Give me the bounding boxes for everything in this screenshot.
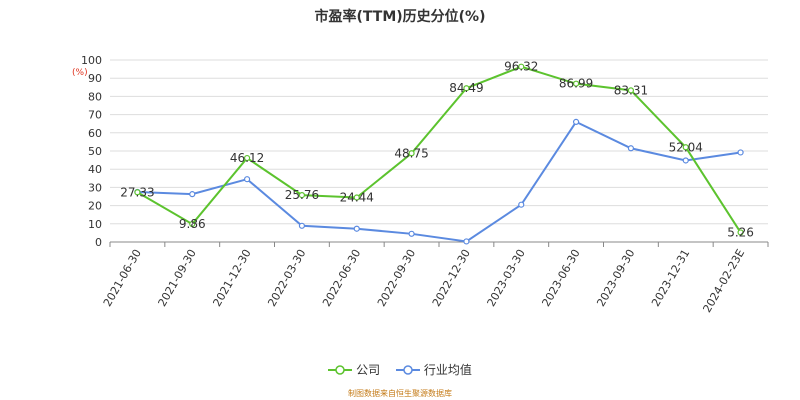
grid-lines (110, 59, 768, 243)
data-point (627, 145, 635, 152)
data-label: 25.76 (285, 188, 319, 202)
data-point (463, 85, 470, 92)
y-tick-label: 70 (88, 109, 102, 122)
y-tick-label: 10 (88, 218, 102, 231)
data-point (134, 189, 141, 196)
y-axis-unit: (%) (72, 68, 88, 78)
y-tick-label: 0 (95, 236, 102, 249)
x-tick-label: 2021-12-30 (210, 247, 253, 309)
data-label: 96.32 (504, 60, 538, 74)
data-point (243, 176, 251, 183)
data-point (682, 144, 689, 151)
x-tick-label: 2024-02-23E (700, 247, 747, 315)
x-tick-label: 2023-03-30 (485, 247, 528, 309)
legend-label-company: 公司 (356, 363, 381, 377)
x-tick-label: 2021-09-30 (156, 247, 199, 309)
x-tick-label: 2022-03-30 (265, 247, 308, 309)
data-label: 83.31 (614, 83, 648, 97)
x-axis: 2021-06-30 2021-09-30 2021-12-30 2022-03-30… (101, 242, 769, 315)
data-labels: 27.33 9.86 46.12 25.76 24.44 48.75 84.49 96.32 8… (120, 60, 754, 240)
x-tick-label: 2023-09-30 (594, 247, 637, 309)
legend-item-company[interactable]: 公司 (328, 361, 380, 378)
data-label: 52.04 (669, 140, 703, 154)
data-point (298, 222, 306, 229)
data-point (682, 157, 689, 164)
legend-item-industry[interactable]: 行业均值 (395, 361, 472, 378)
data-point (572, 118, 580, 125)
data-point (518, 63, 525, 70)
data-point (353, 225, 360, 232)
y-tick-label: 90 (88, 72, 102, 85)
data-point (298, 192, 306, 199)
data-label: 46.12 (230, 151, 264, 165)
legend-label-industry: 行业均值 (423, 363, 472, 377)
x-tick-label: 2022-12-30 (430, 247, 473, 309)
data-point (408, 150, 415, 157)
y-tick-label: 100 (81, 54, 102, 67)
data-point (737, 149, 744, 156)
y-axis: 0 10 20 30 40 50 60 70 80 90 100 (81, 54, 102, 249)
data-label: 48.75 (394, 146, 428, 160)
legend-line-icon (328, 364, 353, 375)
data-point (408, 230, 415, 237)
data-point (518, 201, 525, 208)
data-label: 24.44 (340, 191, 374, 205)
data-point (353, 194, 360, 201)
data-source: 制图数据来自恒生聚源数据库 (348, 389, 452, 398)
y-tick-label: 40 (88, 163, 102, 176)
chart-title: 市盈率(TTM)历史分位(%) (314, 9, 486, 25)
legend: 公司 行业均值 (0, 361, 800, 379)
series-line (136, 65, 742, 233)
x-tick-label: 2022-06-30 (320, 247, 363, 309)
y-tick-label: 50 (88, 145, 102, 158)
data-point (572, 80, 580, 87)
x-tick-label: 2022-09-30 (375, 247, 418, 309)
series-layer (134, 63, 744, 245)
data-point (189, 191, 196, 198)
data-point (627, 87, 635, 94)
series-line (137, 120, 741, 243)
data-point (737, 229, 744, 236)
data-point (463, 238, 470, 245)
data-point (243, 154, 251, 162)
data-label: 9.86 (179, 217, 206, 231)
data-label: 86.99 (559, 77, 593, 91)
x-tick-label: 2023-06-30 (539, 247, 582, 309)
x-tick-label: 2021-06-30 (101, 247, 144, 309)
data-label: 84.49 (449, 81, 483, 95)
x-tick-label: 2023-12-31 (649, 247, 692, 309)
data-label: 5.26 (727, 225, 754, 239)
y-tick-label: 20 (88, 200, 102, 213)
data-label: 27.33 (120, 185, 154, 199)
y-tick-label: 80 (88, 90, 102, 103)
data-point (189, 220, 196, 228)
y-tick-label: 30 (88, 181, 102, 194)
legend-line-icon (395, 364, 420, 375)
y-tick-label: 60 (88, 127, 102, 140)
